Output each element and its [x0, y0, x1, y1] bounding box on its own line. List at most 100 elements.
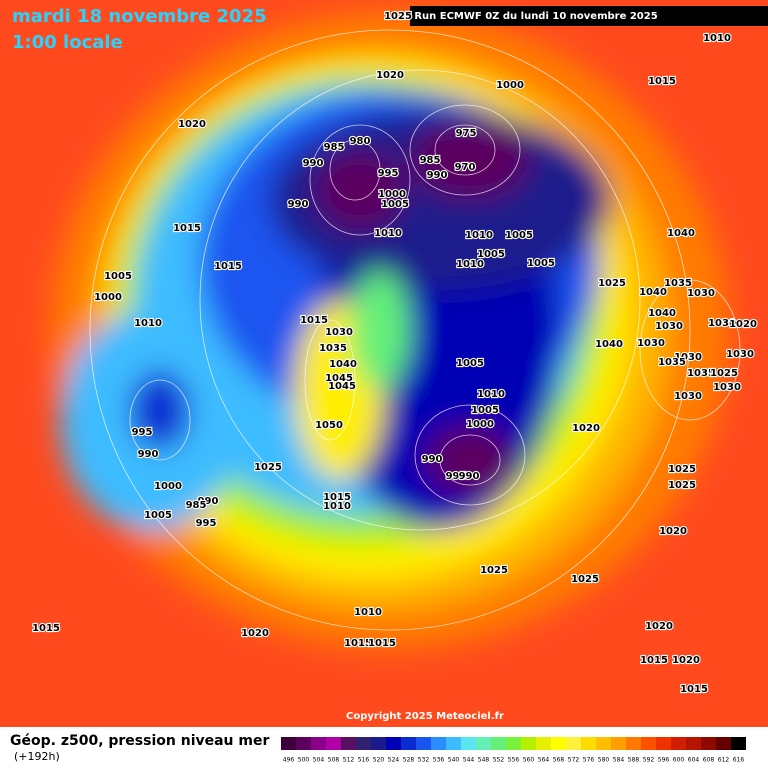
- isobar-label: 1005: [144, 510, 172, 521]
- legend-swatch: [311, 737, 326, 750]
- legend-swatch: [671, 737, 686, 750]
- isobar-label: 1030: [637, 338, 665, 349]
- time-subtitle: 1:00 locale: [12, 32, 123, 53]
- legend-swatch: [686, 737, 701, 750]
- isobar-label: 990: [138, 449, 159, 460]
- isobar-label: 1005: [456, 358, 484, 369]
- isobar-label: 1010: [465, 230, 493, 241]
- isobar-label: 1025: [668, 480, 696, 491]
- isobar-label: 990: [303, 158, 324, 169]
- isobar-label: 1050: [315, 420, 343, 431]
- isobar-label: 1020: [178, 119, 206, 130]
- isobar-label: 1035: [319, 343, 347, 354]
- legend-level: 576: [583, 757, 595, 764]
- isobar-label: 1000: [496, 80, 524, 91]
- field: [0, 0, 768, 727]
- isobar-label: 1020: [659, 526, 687, 537]
- isobar-label: 985: [420, 155, 441, 166]
- isobar-label: 1030: [655, 321, 683, 332]
- legend-level: 504: [313, 757, 325, 764]
- legend-level: 568: [553, 757, 565, 764]
- legend-swatch: [431, 737, 446, 750]
- isobar-label: 985: [186, 500, 207, 511]
- legend-swatch: [491, 737, 506, 750]
- date-title: mardi 18 novembre 2025: [12, 6, 267, 27]
- legend-level: 516: [358, 757, 370, 764]
- isobar-label: 1030: [708, 318, 736, 329]
- isobar-label: 1010: [477, 389, 505, 400]
- isobar-label: 990: [288, 199, 309, 210]
- legend-swatch: [356, 737, 371, 750]
- legend-swatch: [326, 737, 341, 750]
- legend-swatch: [731, 737, 746, 750]
- isobar-label: 1005: [381, 199, 409, 210]
- legend-level: 588: [628, 757, 640, 764]
- isobar-label: 995: [446, 471, 467, 482]
- legend-level: 604: [688, 757, 700, 764]
- run-info: Run ECMWF 0Z du lundi 10 novembre 2025: [414, 11, 657, 22]
- isobar-label: 1020: [241, 628, 269, 639]
- legend-swatch: [446, 737, 461, 750]
- isobar-label: 1030: [687, 288, 715, 299]
- isobar-label: 1035: [658, 357, 686, 368]
- legend-level: 520: [373, 757, 385, 764]
- isobar-label: 1020: [729, 319, 757, 330]
- legend-swatch: [701, 737, 716, 750]
- isobar-label: 1005: [471, 405, 499, 416]
- legend-level: 536: [433, 757, 445, 764]
- legend-swatch: [416, 737, 431, 750]
- isobar-label: 1025: [384, 11, 412, 22]
- isobar-label: 1010: [354, 607, 382, 618]
- isobar-label: 1005: [527, 258, 555, 269]
- isobar-label: 990: [198, 496, 219, 507]
- isobar-label: 985: [324, 142, 345, 153]
- isobar-label: 1045: [325, 373, 353, 384]
- isobar-label: 995: [196, 518, 217, 529]
- isobar-label: 1030: [674, 391, 702, 402]
- isobar-label: 1035: [687, 368, 715, 379]
- isobar-label: 1040: [329, 359, 357, 370]
- isobar-label: 1020: [376, 70, 404, 81]
- isobar-label: 1025: [710, 368, 738, 379]
- legend-swatch: [401, 737, 416, 750]
- legend-title: Géop. z500, pression niveau mer: [10, 733, 269, 749]
- isobar-label: 1005: [505, 230, 533, 241]
- isobar-label: 1000: [378, 189, 406, 200]
- copyright: Copyright 2025 Meteociel.fr: [346, 711, 504, 722]
- isobar-label: 1000: [466, 419, 494, 430]
- legend-level: 608: [703, 757, 715, 764]
- legend-swatch: [716, 737, 731, 750]
- isobar-label: 1025: [598, 278, 626, 289]
- legend-swatch: [641, 737, 656, 750]
- legend-swatch: [281, 737, 296, 750]
- lead-time: (+192h): [14, 750, 60, 763]
- legend-level: 616: [733, 757, 745, 764]
- isobar-label: 1040: [667, 228, 695, 239]
- isobar-label: 1030: [325, 327, 353, 338]
- isobar-label: 1025: [480, 565, 508, 576]
- isobar-label: 1010: [456, 259, 484, 270]
- isobar-label: 1040: [639, 287, 667, 298]
- legend-swatch: [506, 737, 521, 750]
- isobar-label: 1020: [672, 655, 700, 666]
- legend-level: 508: [328, 757, 340, 764]
- legend-swatch: [611, 737, 626, 750]
- legend-swatch: [341, 737, 356, 750]
- legend-level: 524: [388, 757, 400, 764]
- isobar-label: 1000: [154, 481, 182, 492]
- legend-swatch: [551, 737, 566, 750]
- legend-swatch: [566, 737, 581, 750]
- legend-level: 572: [568, 757, 580, 764]
- isobar-label: 1030: [726, 349, 754, 360]
- isobar-label: 1015: [344, 638, 372, 649]
- legend-level: 532: [418, 757, 430, 764]
- legend-level: 612: [718, 757, 730, 764]
- legend-level: 552: [493, 757, 505, 764]
- isobar-label: 1010: [323, 501, 351, 512]
- legend-swatch: [371, 737, 386, 750]
- legend-swatch: [521, 737, 536, 750]
- isobar-label: 1020: [645, 621, 673, 632]
- legend-swatch: [386, 737, 401, 750]
- legend-level: 500: [298, 757, 310, 764]
